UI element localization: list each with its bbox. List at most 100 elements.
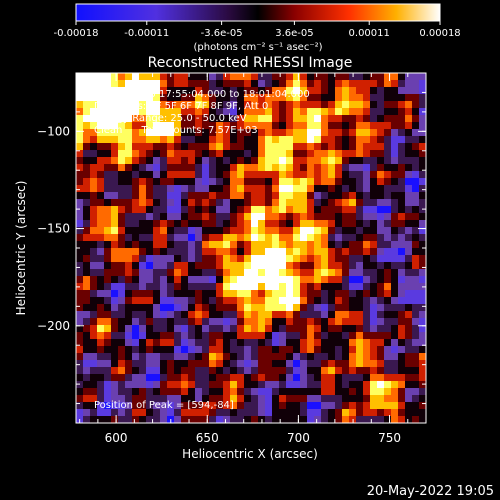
heatmap-cell — [300, 241, 308, 249]
heatmap-cell — [202, 402, 210, 410]
heatmap-cell — [230, 220, 238, 228]
heatmap-cell — [356, 157, 364, 165]
heatmap-cell — [146, 381, 154, 389]
heatmap-cell — [174, 150, 182, 158]
heatmap-cell — [139, 360, 147, 368]
heatmap-cell — [202, 297, 210, 305]
heatmap-cell — [202, 129, 210, 137]
heatmap-cell — [83, 150, 91, 158]
heatmap-cell — [405, 150, 413, 158]
heatmap-cell — [153, 297, 161, 305]
heatmap-cell — [230, 185, 238, 193]
heatmap-cell — [349, 129, 357, 137]
heatmap-cell — [405, 94, 413, 102]
heatmap-cell — [202, 171, 210, 179]
heatmap-cell — [307, 248, 315, 256]
heatmap-cell — [356, 94, 364, 102]
heatmap-cell — [153, 339, 161, 347]
heatmap-cell — [314, 269, 322, 277]
heatmap-cell — [321, 73, 329, 81]
heatmap-cell — [370, 388, 378, 396]
heatmap-cell — [314, 157, 322, 165]
heatmap-cell — [146, 241, 154, 249]
heatmap-cell — [244, 360, 252, 368]
heatmap-cell — [181, 353, 189, 361]
heatmap-cell — [328, 318, 336, 326]
heatmap-cell — [412, 108, 420, 116]
heatmap-cell — [258, 108, 266, 116]
heatmap-cell — [356, 297, 364, 305]
heatmap-cell — [195, 234, 203, 242]
heatmap-cell — [328, 129, 336, 137]
heatmap-cell — [153, 192, 161, 200]
heatmap-cell — [139, 199, 147, 207]
heatmap-cell — [167, 241, 175, 249]
heatmap-cell — [258, 122, 266, 130]
heatmap-cell — [188, 339, 196, 347]
heatmap-cell — [202, 234, 210, 242]
heatmap-cell — [321, 248, 329, 256]
heatmap-cell — [363, 311, 371, 319]
heatmap-cell — [83, 241, 91, 249]
heatmap-cell — [76, 297, 84, 305]
heatmap-cell — [398, 192, 406, 200]
heatmap-cell — [104, 276, 112, 284]
heatmap-cell — [307, 241, 315, 249]
heatmap-cell — [174, 101, 182, 109]
heatmap-cell — [125, 87, 133, 95]
heatmap-cell — [398, 318, 406, 326]
heatmap-cell — [174, 108, 182, 116]
heatmap-cell — [412, 339, 420, 347]
heatmap-cell — [258, 381, 266, 389]
heatmap-cell — [111, 248, 119, 256]
heatmap-cell — [209, 262, 217, 270]
heatmap-cell — [237, 150, 245, 158]
heatmap-cell — [181, 220, 189, 228]
heatmap-cell — [363, 185, 371, 193]
heatmap-cell — [167, 206, 175, 214]
heatmap-cell — [111, 199, 119, 207]
heatmap-cell — [153, 143, 161, 151]
heatmap-cell — [251, 122, 259, 130]
heatmap-cell — [363, 143, 371, 151]
heatmap-cell — [370, 367, 378, 375]
heatmap-cell — [83, 73, 91, 81]
heatmap-cell — [293, 395, 301, 403]
heatmap-cell — [405, 367, 413, 375]
heatmap-cell — [405, 199, 413, 207]
heatmap-cell — [370, 304, 378, 312]
heatmap-cell — [118, 150, 126, 158]
heatmap-cell — [349, 381, 357, 389]
heatmap-cell — [209, 269, 217, 277]
heatmap-cell — [83, 325, 91, 333]
heatmap-cell — [321, 381, 329, 389]
heatmap-cell — [328, 290, 336, 298]
heatmap-cell — [125, 122, 133, 130]
heatmap-cell — [153, 388, 161, 396]
heatmap-cell — [83, 80, 91, 88]
heatmap-cell — [300, 297, 308, 305]
heatmap-cell — [160, 136, 168, 144]
heatmap-cell — [139, 339, 147, 347]
heatmap-cell — [230, 80, 238, 88]
heatmap-cell — [251, 136, 259, 144]
heatmap-cell — [244, 381, 252, 389]
colorbar-tick-label: 3.6e-05 — [275, 28, 313, 39]
heatmap-cell — [251, 150, 259, 158]
heatmap-cell — [363, 367, 371, 375]
heatmap-cell — [209, 388, 217, 396]
heatmap-cell — [237, 164, 245, 172]
heatmap-cell — [398, 367, 406, 375]
heatmap-cell — [377, 122, 385, 130]
heatmap-cell — [90, 381, 98, 389]
heatmap-cell — [188, 73, 196, 81]
heatmap-cell — [97, 325, 105, 333]
heatmap-cell — [328, 150, 336, 158]
heatmap-cell — [223, 192, 231, 200]
heatmap-cell — [307, 129, 315, 137]
heatmap-cell — [181, 115, 189, 123]
heatmap-cell — [328, 297, 336, 305]
heatmap-cell — [90, 374, 98, 382]
heatmap-cell — [328, 164, 336, 172]
heatmap-cell — [398, 409, 406, 417]
